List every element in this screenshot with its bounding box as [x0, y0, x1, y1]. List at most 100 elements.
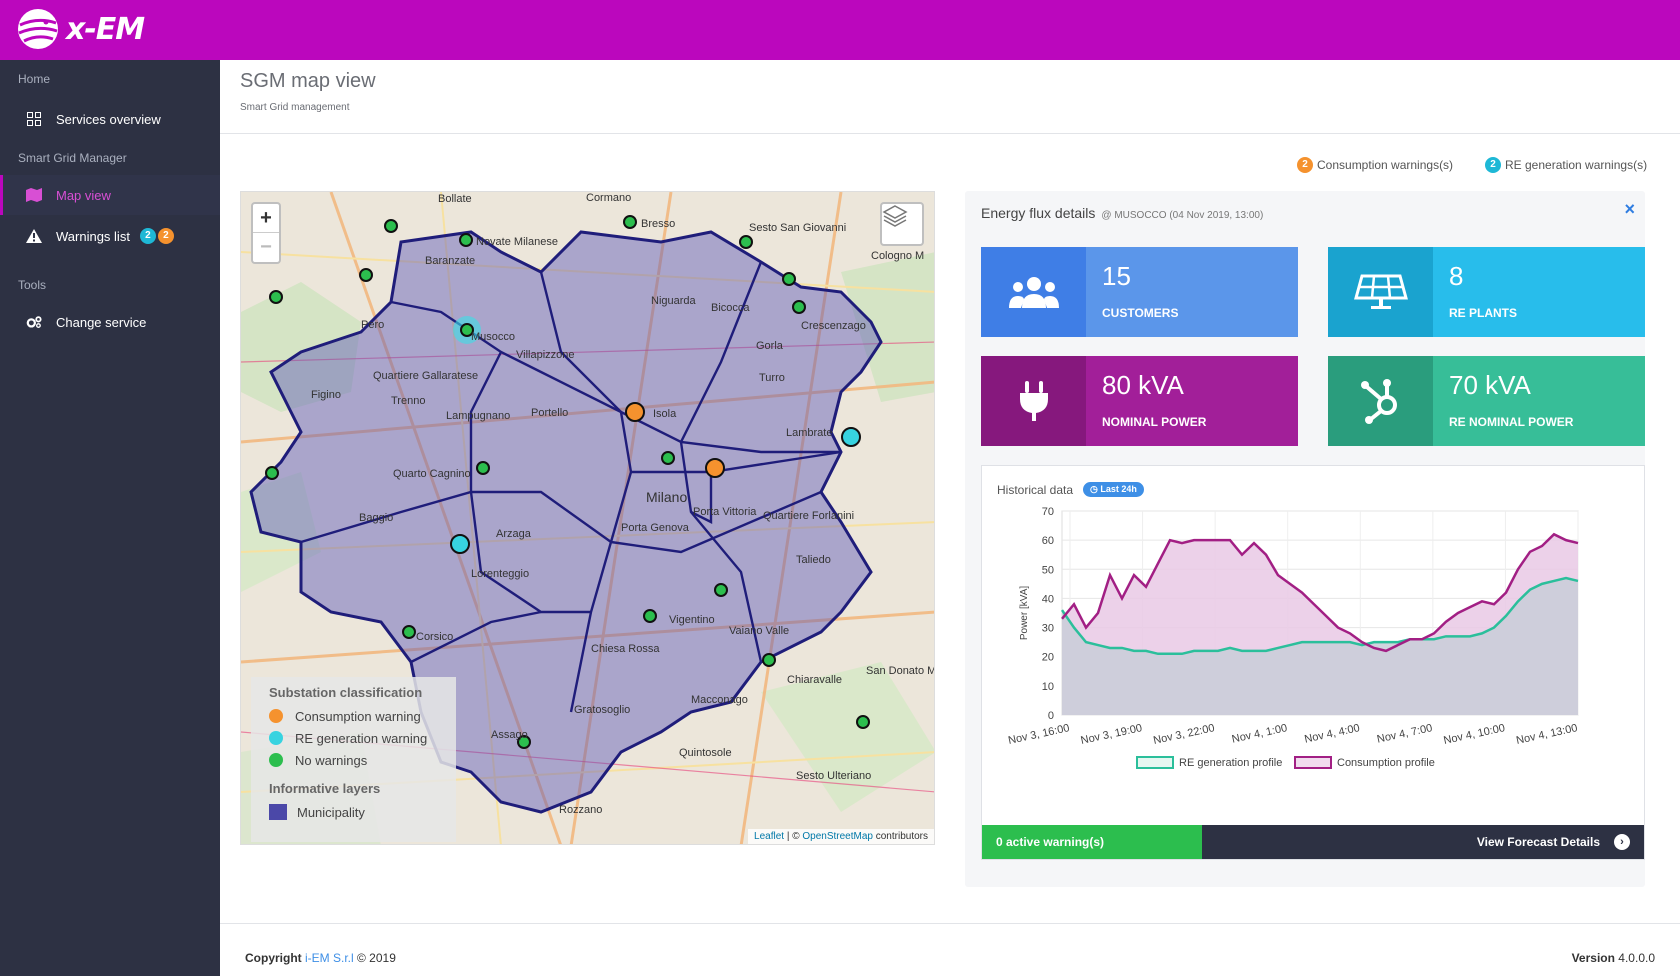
map-label: Gratosoglio: [574, 704, 631, 716]
map-label: Quarto Cagnino: [393, 468, 471, 480]
orange-dot-icon: [269, 709, 283, 723]
green-dot-icon: [269, 753, 283, 767]
osm-link[interactable]: OpenStreetMap: [802, 831, 873, 842]
x-tick-label: Nov 3, 16:00: [1007, 722, 1071, 747]
y-tick-label: 0: [1048, 710, 1054, 722]
layers-icon: [882, 205, 908, 227]
map-view[interactable]: Bollate Cormano Bresso Sesto San Giovann…: [240, 191, 935, 845]
cogs-icon: [26, 314, 42, 330]
sidebar-item-change-service[interactable]: Change service: [0, 302, 220, 342]
consumption-warnings-label: Consumption warnings(s): [1317, 158, 1454, 172]
x-tick-label: Nov 3, 19:00: [1080, 722, 1144, 747]
x-tick-label: Nov 4, 13:00: [1515, 722, 1579, 747]
map-label: Taliedo: [796, 554, 831, 566]
re-warnings-count: 2: [1485, 157, 1501, 173]
copyright-suffix: © 2019: [353, 951, 396, 965]
historical-data-title: Historical data ◷ Last 24h: [997, 482, 1144, 497]
x-tick-label: Nov 4, 4:00: [1303, 722, 1361, 745]
y-tick-label: 70: [1042, 506, 1054, 518]
map-label: Vigentino: [669, 614, 715, 626]
cyan-dot-icon: [269, 731, 283, 745]
re-warnings-summary: 2 RE generation warnings(s): [1485, 157, 1647, 173]
y-tick-label: 10: [1042, 681, 1054, 693]
map-label: Bicocca: [711, 302, 750, 314]
sidebar-section-home: Home: [18, 72, 51, 86]
range-label: Last 24h: [1100, 484, 1137, 494]
map-label: Lorenteggio: [471, 568, 530, 580]
map-label: Portello: [531, 407, 569, 419]
copyright-prefix: Copyright: [245, 951, 305, 965]
map-label: Assago: [491, 729, 528, 741]
historical-data-card: Historical data ◷ Last 24h 0 10 20 30 40 50 60…: [981, 465, 1645, 860]
history-chart[interactable]: 0 10 20 30 40 50 60 70 Nov 3, 16:00 Nov 3, 19:00 N…: [982, 466, 1644, 826]
map-label: Gorla: [756, 340, 783, 352]
map-label: Lampugnano: [446, 410, 511, 422]
users-icon: [981, 247, 1086, 337]
panel-meta: @ MUSOCCO (04 Nov 2019, 13:00): [1101, 210, 1264, 221]
map-label: Lambrate: [786, 427, 833, 439]
map-attribution: Leaflet | © OpenStreetMap contributors: [748, 829, 934, 844]
forecast-details-label: View Forecast Details: [1476, 835, 1600, 849]
map-label: Quartiere Gallaratese: [373, 370, 479, 382]
kpi-label: RE PLANTS: [1449, 306, 1518, 320]
sidebar-item-services-overview[interactable]: Services overview: [0, 99, 220, 139]
map-label: Cologno M: [871, 250, 925, 262]
hubspot-icon: [1328, 356, 1433, 446]
layers-button[interactable]: [880, 202, 924, 246]
map-legend: Substation classification Consumption wa…: [251, 677, 456, 842]
page-subtitle: Smart Grid management: [240, 102, 350, 113]
warning-icon: [26, 228, 42, 244]
x-tick-label: Nov 4, 10:00: [1443, 722, 1507, 747]
legend-layers-title: Informative layers: [269, 781, 381, 796]
kpi-nominal-power: 80 kVA NOMINAL POWER: [981, 356, 1298, 446]
arrow-right-icon: ›: [1614, 834, 1630, 850]
forecast-details-button[interactable]: View Forecast Details ›: [1202, 825, 1644, 859]
zoom-out-button[interactable]: −: [253, 232, 279, 260]
legend-row-municipality[interactable]: Municipality: [269, 801, 438, 823]
legend-row-no-warnings: No warnings: [269, 749, 438, 771]
x-tick-label: Nov 4, 7:00: [1376, 722, 1434, 745]
hist-title-text: Historical data: [997, 482, 1074, 497]
map-label: Turro: [759, 372, 785, 384]
map-label: Bollate: [438, 193, 472, 205]
map-label: Baranzate: [425, 255, 476, 267]
legend-label: RE generation profile: [1179, 757, 1282, 769]
top-bar: x-EM: [0, 0, 1680, 60]
legend-label: Municipality: [297, 804, 365, 820]
panel-title-text: Energy flux details: [981, 205, 1096, 221]
y-tick-label: 20: [1042, 652, 1054, 664]
map-label: Musocco: [471, 331, 516, 343]
close-button[interactable]: ×: [1624, 199, 1635, 219]
zoom-in-button[interactable]: +: [260, 207, 272, 229]
kpi-label: CUSTOMERS: [1102, 306, 1179, 320]
map-label: Milano: [646, 489, 688, 505]
company-link[interactable]: i-EM S.r.l: [305, 951, 354, 965]
map-label: Macconago: [691, 694, 748, 706]
sidebar-item-warnings-list[interactable]: Warnings list 2 2: [0, 216, 220, 256]
kpi-label: NOMINAL POWER: [1102, 415, 1207, 429]
map-label: Trenno: [391, 395, 426, 407]
series-line: [1060, 576, 1579, 656]
map-label: Chiesa Rossa: [591, 643, 660, 655]
map-label: Baggio: [359, 512, 394, 524]
map-label: Niguarda: [651, 295, 696, 307]
map-label: Arzaga: [496, 528, 531, 540]
legend-label: No warnings: [295, 752, 368, 768]
app-logo[interactable]: x-EM: [16, 7, 145, 51]
page-title: SGM map view: [240, 70, 376, 92]
sidebar-item-label: Warnings list: [56, 228, 130, 244]
grid-icon: [26, 111, 42, 127]
legend-swatch: [1294, 756, 1332, 769]
leaflet-link[interactable]: Leaflet: [754, 831, 785, 842]
series-line: [1061, 532, 1579, 653]
y-tick-label: 40: [1042, 593, 1054, 605]
panel-footer-bar: 0 active warning(s) View Forecast Detail…: [982, 825, 1644, 859]
sidebar-item-map-view[interactable]: Map view: [0, 175, 220, 215]
map-label: Porta Genova: [621, 522, 689, 534]
y-tick-label: 50: [1042, 564, 1054, 576]
range-pill[interactable]: ◷ Last 24h: [1083, 482, 1144, 497]
y-tick-label: 30: [1042, 623, 1054, 635]
y-tick-label: 60: [1042, 535, 1054, 547]
logo-globe-icon: [18, 9, 58, 49]
sidebar-item-label: Services overview: [56, 111, 161, 127]
